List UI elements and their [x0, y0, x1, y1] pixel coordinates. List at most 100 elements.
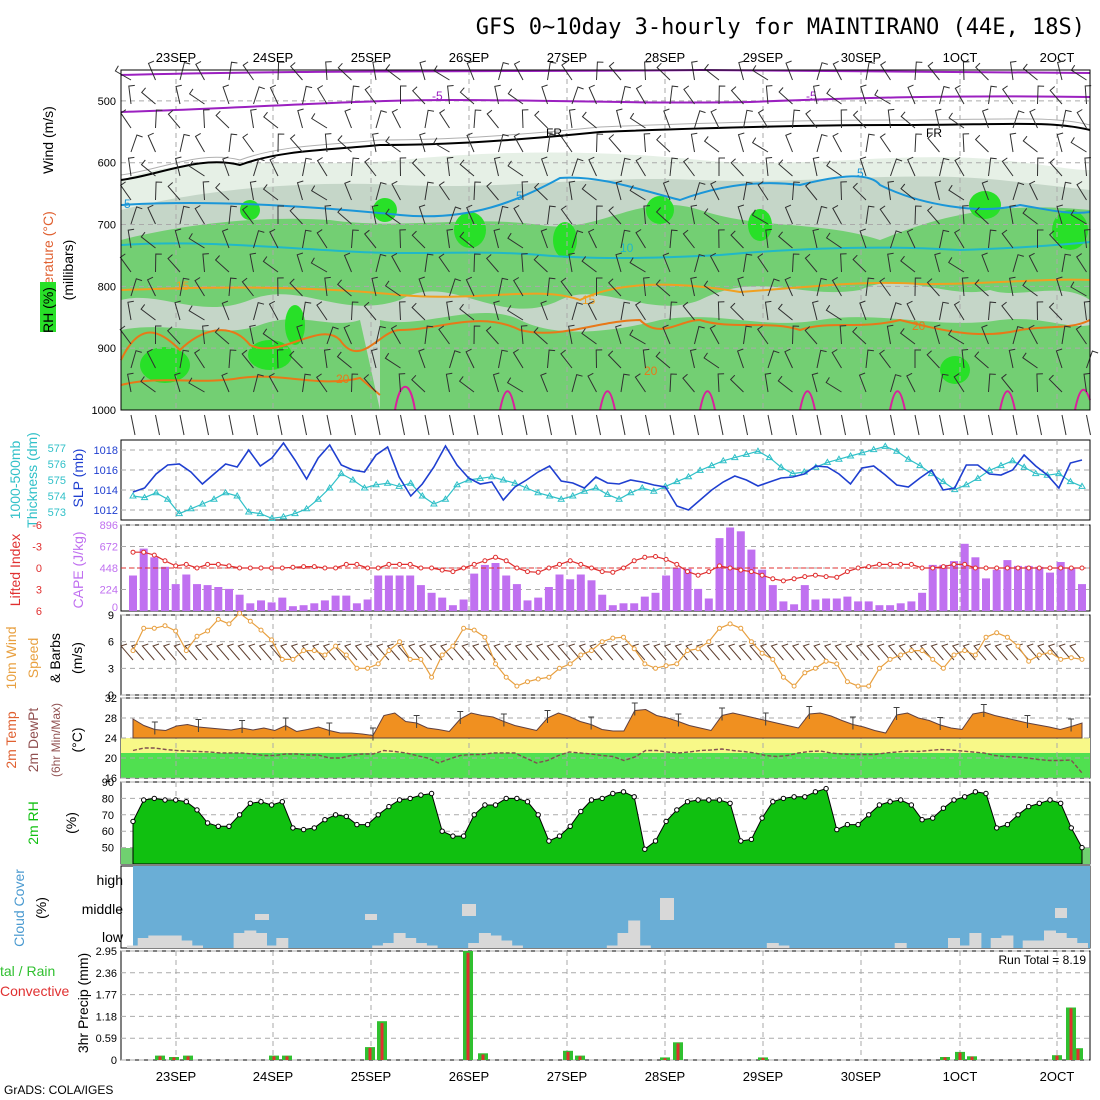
wind-barb: [581, 256, 597, 273]
wind10-marker: [386, 648, 392, 654]
wind-barb: [1076, 181, 1087, 201]
wind-barb: [933, 324, 941, 345]
wind-barb: [179, 277, 190, 297]
wind-barb: [433, 65, 450, 81]
wind-barb: [363, 301, 377, 321]
wind10-barb: [653, 643, 667, 661]
lifted-index-marker: [994, 565, 1000, 571]
wind-barb: [364, 85, 377, 105]
low-cloud-bar: [393, 933, 406, 948]
wind-barb: [277, 205, 284, 224]
wind10-marker: [631, 646, 637, 652]
thickness-marker: [904, 455, 913, 462]
rh2m-marker: [652, 838, 659, 844]
thickness-marker: [823, 458, 832, 465]
date-label: 2OCT: [1040, 50, 1075, 65]
wind10-barb: [695, 643, 710, 661]
slp-tick-label: 1012: [94, 505, 118, 517]
wind-barb: [119, 325, 132, 345]
precip-convective-bar: [186, 1056, 190, 1060]
wind10-marker: [940, 665, 946, 671]
wind-barb: [449, 278, 461, 297]
wind10-barb: [951, 643, 966, 661]
wind-barb: [438, 325, 450, 345]
rh2m-marker: [951, 797, 957, 803]
rh2m-marker: [866, 812, 872, 818]
temp-contour-freezing: [120, 122, 1091, 181]
wind-barb: [269, 228, 279, 249]
cape-bar: [619, 603, 628, 611]
rh2m-marker: [439, 828, 445, 834]
wind-barb: [1037, 229, 1044, 248]
thickness-marker: [325, 484, 334, 491]
rh2m-marker: [972, 789, 979, 795]
cape-bar: [982, 578, 990, 611]
wind-barb: [615, 108, 623, 129]
wind-barb: [635, 84, 646, 105]
wind10-marker: [844, 679, 850, 685]
wind10-barb: [567, 643, 582, 661]
cape-bar: [448, 605, 457, 611]
cape-bar: [800, 585, 809, 611]
rh-contour-90: [646, 196, 674, 224]
precip-convective-bar: [943, 1057, 947, 1060]
lifted-index-marker: [1058, 565, 1064, 571]
wind-barb: [507, 88, 524, 105]
low-cloud-bar: [137, 938, 150, 948]
wind-barb: [371, 204, 379, 225]
contour-label: 10: [620, 241, 634, 255]
wind-barb: [1022, 63, 1038, 81]
wind-barb: [988, 85, 997, 105]
wind-barb: [571, 158, 584, 177]
thickness-marker: [592, 484, 600, 491]
rh-contour-90: [553, 222, 577, 258]
low-cloud-bar: [244, 930, 257, 948]
low-cloud-bar: [638, 945, 651, 948]
temp-tick-label: 24: [105, 733, 117, 745]
upper-air-frame: [120, 69, 1091, 411]
wind-barb: [581, 183, 597, 201]
wind-barb: [865, 61, 876, 81]
wind-barb: [683, 157, 695, 177]
run-total-label: Run Total = 8.19: [998, 953, 1086, 967]
lifted-index-marker: [1047, 565, 1053, 571]
wind10-barb: [216, 643, 230, 661]
wind10-marker: [375, 661, 381, 667]
wind10-marker: [791, 683, 797, 689]
wind-barb: [816, 205, 828, 225]
thickness-marker: [684, 472, 693, 480]
wind-barb: [302, 373, 311, 393]
wind10-barb: [194, 643, 208, 661]
wind-barb: [540, 372, 548, 393]
thickness-marker: [152, 488, 161, 496]
cape-bar: [203, 585, 212, 611]
cape-bar: [704, 598, 713, 611]
precip-convective-bar: [272, 1056, 276, 1060]
lifted-index-marker: [663, 556, 669, 562]
wind-barb: [948, 112, 965, 129]
cape-bar: [1067, 567, 1076, 611]
wind-barb: [879, 205, 891, 225]
wind-barb: [816, 349, 827, 369]
thickness-marker: [765, 453, 774, 461]
low-cloud-bar: [148, 935, 161, 948]
wind-barb: [832, 204, 842, 225]
rh2m-marker: [268, 802, 275, 808]
wind-barb: [718, 157, 725, 176]
thickness-marker: [673, 477, 681, 485]
wind-barb: [738, 60, 745, 81]
wind10-barb: [877, 643, 891, 661]
precip-axis: 0 0.59 1.18 1.77 2.36 2.95: [96, 946, 117, 1067]
wind-barb: [253, 301, 265, 321]
wind10-barb: [226, 643, 240, 661]
wind10-barb: [1005, 643, 1019, 661]
rh2m-marker: [418, 792, 424, 798]
wind10-marker: [194, 633, 200, 639]
lifted-index-marker: [610, 569, 616, 575]
wind10-marker: [311, 648, 317, 654]
wind-barb: [174, 228, 182, 249]
low-cloud-bar: [414, 943, 427, 948]
cape-bar: [512, 584, 521, 611]
temp-tick-label: 32: [105, 693, 117, 705]
lifted-index-tick-label: -3: [32, 542, 42, 554]
